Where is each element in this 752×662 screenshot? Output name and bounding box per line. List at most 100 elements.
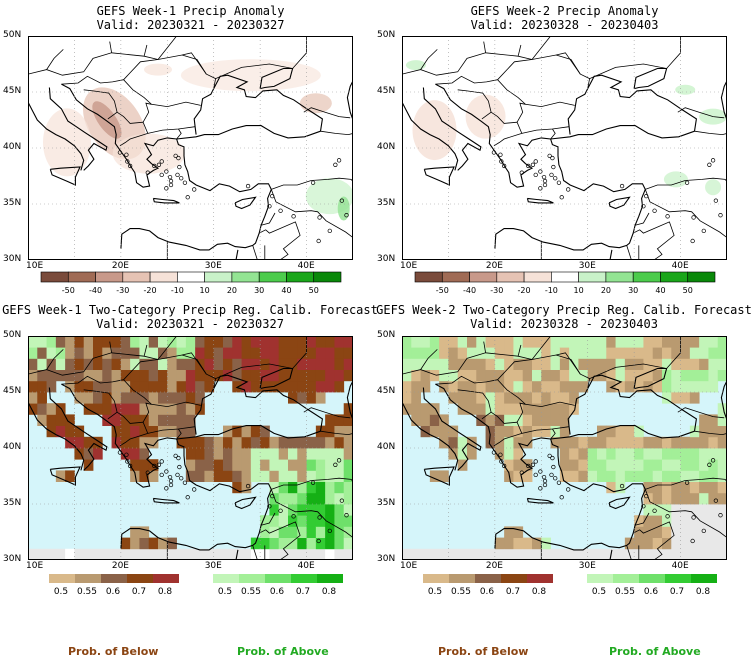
colorbar-tick-label: 0.7 <box>132 587 146 597</box>
colorbar-tick-label: -30 <box>116 286 129 295</box>
colorbar-swatch <box>213 574 239 583</box>
colorbar-swatch <box>153 574 179 583</box>
colorbar-swatch <box>687 271 716 283</box>
lat-label: 50N <box>3 330 22 340</box>
lon-label: 20E <box>111 561 129 571</box>
colorbar-tick-label: 20 <box>227 286 237 295</box>
colorbar-tick-label: 0.55 <box>77 587 97 597</box>
lat-lon-gridlines <box>402 336 727 560</box>
colorbar-tick-label: -40 <box>463 286 476 295</box>
colorbar-swatch <box>101 574 127 583</box>
lon-label: 40E <box>671 561 689 571</box>
colorbar-tick-label: 0.6 <box>106 587 121 597</box>
colorbar-tick-label: 0.55 <box>241 587 261 597</box>
colorbar-swatch <box>265 574 291 583</box>
colorbar-tick-label: -50 <box>436 286 449 295</box>
colorbar-swatch <box>75 574 101 583</box>
panel4-title: GEFS Week-2 Two-Category Precip Reg. Cal… <box>376 303 752 331</box>
probability-shading <box>402 336 727 560</box>
panel2-title: GEFS Week-2 Precip Anomaly Valid: 202303… <box>470 4 659 32</box>
colorbar-tick-label: 30 <box>254 286 264 295</box>
lon-label: 30E <box>204 561 222 571</box>
prob-above-label-left: Prob. of Above <box>237 645 329 658</box>
map-panel-week2-anomaly <box>402 36 727 260</box>
lat-lon-gridlines <box>402 36 727 260</box>
colorbar-tick-label: 0.7 <box>296 587 310 597</box>
colorbar-swatch <box>67 271 96 283</box>
colorbar-swatch <box>639 574 665 583</box>
lat-label: 35N <box>377 498 396 508</box>
lon-label: 30E <box>578 561 596 571</box>
lon-label: 20E <box>111 261 129 271</box>
colorbar-swatch <box>40 271 69 283</box>
colorbar-tick-label: 50 <box>683 286 693 295</box>
lat-label: 45N <box>377 386 396 396</box>
colorbar-tick-label: 20 <box>601 286 611 295</box>
lon-label: 10E <box>400 261 418 271</box>
lat-label: 50N <box>377 330 396 340</box>
colorbar-swatch <box>691 574 717 583</box>
lon-label: 30E <box>204 261 222 271</box>
colorbar-swatch <box>49 574 75 583</box>
map-panel-week2-twocat <box>402 336 727 560</box>
colorbar-tick-label: 0.55 <box>615 587 635 597</box>
colorbar-swatch <box>587 574 613 583</box>
colorbar-swatch <box>286 271 315 283</box>
lat-label: 40N <box>377 142 396 152</box>
colorbar-swatch <box>313 271 342 283</box>
colorbar-tick-label: -30 <box>490 286 503 295</box>
colorbar-tick-label: 10 <box>574 286 584 295</box>
lat-label: 40N <box>3 142 22 152</box>
colorbar-tick-label: -10 <box>545 286 558 295</box>
anomaly-colorbar-week2: -50 -40 -30 -20 -10 10 20 30 40 50 <box>414 271 716 295</box>
lat-label: 40N <box>377 442 396 452</box>
coastlines-borders <box>28 336 353 560</box>
colorbar-tick-label: 0.8 <box>696 587 711 597</box>
colorbar-tick-label: 0.7 <box>506 587 520 597</box>
colorbar-swatch <box>449 574 475 583</box>
colorbar-swatch <box>122 271 151 283</box>
colorbar-tick-label: -50 <box>62 286 75 295</box>
coastlines-borders <box>402 36 727 260</box>
lat-label: 40N <box>3 442 22 452</box>
lon-label: 40E <box>297 561 315 571</box>
map-panel-week1-twocat <box>28 336 353 560</box>
colorbar-swatch <box>613 574 639 583</box>
lat-label: 35N <box>3 498 22 508</box>
lat-lon-gridlines <box>28 36 353 260</box>
colorbar-tick-label: 0.8 <box>158 587 173 597</box>
lat-label: 45N <box>3 86 22 96</box>
lat-label: 30N <box>3 254 22 264</box>
lat-label: 50N <box>3 30 22 40</box>
prob-below-label-right: Prob. of Below <box>438 645 529 658</box>
colorbar-swatch <box>527 574 553 583</box>
prob-below-label-left: Prob. of Below <box>68 645 159 658</box>
colorbar-swatch <box>127 574 153 583</box>
colorbar-tick-label: 50 <box>309 286 319 295</box>
lon-label: 30E <box>578 261 596 271</box>
colorbar-tick-label: -20 <box>144 286 157 295</box>
colorbar-swatch <box>423 574 449 583</box>
prob-below-colorbar-week2: 0.5 0.55 0.6 0.7 0.8 <box>423 574 553 597</box>
colorbar-swatch <box>441 271 470 283</box>
lat-lon-gridlines <box>28 336 353 560</box>
prob-below-colorbar-week1: 0.5 0.55 0.6 0.7 0.8 <box>49 574 179 597</box>
sea-background <box>402 36 727 260</box>
prob-above-label-right: Prob. of Above <box>609 645 701 658</box>
colorbar-swatch <box>660 271 689 283</box>
colorbar-swatch <box>469 271 498 283</box>
colorbar-swatch <box>632 271 661 283</box>
lon-label: 20E <box>485 561 503 571</box>
colorbar-swatch <box>95 271 124 283</box>
precip-anomaly-shading <box>405 60 727 196</box>
lat-label: 35N <box>377 198 396 208</box>
prob-above-colorbar-week2: 0.5 0.55 0.6 0.7 0.8 <box>587 574 717 597</box>
lon-label: 10E <box>26 561 44 571</box>
lat-label: 45N <box>3 386 22 396</box>
lat-label: 30N <box>377 254 396 264</box>
colorbar-tick-label: 0.8 <box>322 587 337 597</box>
colorbar-tick-label: 30 <box>628 286 638 295</box>
coastlines-borders <box>28 36 353 260</box>
colorbar-swatch <box>665 574 691 583</box>
lat-label: 30N <box>377 554 396 564</box>
